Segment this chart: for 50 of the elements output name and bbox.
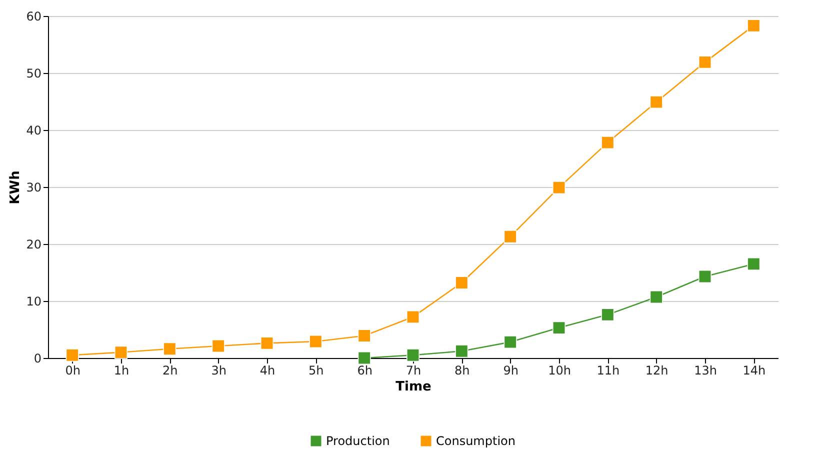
point bbox=[163, 342, 176, 356]
x-tick-label: 4h bbox=[260, 364, 276, 378]
point bbox=[358, 329, 371, 342]
y-tick-label: 0 bbox=[34, 352, 42, 366]
y-tick-label: 30 bbox=[26, 180, 42, 194]
point bbox=[698, 270, 712, 284]
point bbox=[406, 348, 420, 362]
x-tick-label: 5h bbox=[308, 364, 324, 378]
x-tick-label: 7h bbox=[406, 364, 422, 378]
point bbox=[747, 19, 760, 32]
x-tick-label: 10h bbox=[548, 364, 571, 378]
x-tick-label: 9h bbox=[503, 364, 518, 378]
y-tick-label: 60 bbox=[26, 10, 42, 24]
point bbox=[650, 290, 663, 304]
point bbox=[698, 56, 712, 69]
x-tick-label: 6h bbox=[357, 364, 372, 378]
point bbox=[552, 181, 566, 194]
point bbox=[309, 334, 322, 348]
y-tick-label: 20 bbox=[26, 238, 42, 252]
y-tick-label: 50 bbox=[26, 66, 42, 80]
point bbox=[650, 96, 663, 109]
point bbox=[747, 257, 760, 270]
x-tick-label: 14h bbox=[742, 364, 766, 378]
point bbox=[601, 308, 614, 322]
x-axis-title: Time bbox=[396, 380, 432, 394]
x-tick-label: 1h bbox=[114, 364, 130, 378]
y-tick-label: 40 bbox=[26, 124, 42, 138]
legend-label: Consumption bbox=[436, 434, 516, 448]
point bbox=[260, 336, 274, 350]
point bbox=[358, 351, 371, 365]
point bbox=[114, 346, 128, 359]
x-tick-label: 2h bbox=[162, 364, 178, 378]
point bbox=[455, 276, 468, 290]
y-tick-label: 10 bbox=[26, 294, 42, 308]
point bbox=[66, 348, 79, 362]
point bbox=[601, 136, 614, 150]
point bbox=[504, 230, 517, 244]
point bbox=[455, 344, 468, 358]
x-tick-label: 13h bbox=[694, 364, 717, 378]
legend-label: Production bbox=[326, 434, 390, 448]
y-axis-title: KWh bbox=[8, 170, 24, 204]
x-tick-label: 0h bbox=[65, 364, 80, 378]
point bbox=[504, 336, 517, 349]
x-tick-label: 8h bbox=[454, 364, 470, 378]
x-tick-label: 11h bbox=[596, 364, 620, 378]
x-tick-label: 12h bbox=[645, 364, 668, 378]
point bbox=[406, 310, 420, 324]
point bbox=[212, 340, 225, 353]
x-tick-label: 3h bbox=[211, 364, 226, 378]
point bbox=[552, 321, 566, 334]
